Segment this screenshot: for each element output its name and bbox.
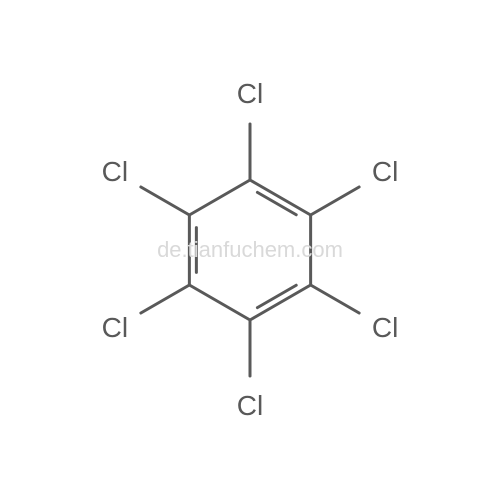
atom-label-cl: Cl <box>237 78 263 110</box>
structure-canvas: ClClClClClCl de.tianfuchem.com <box>0 0 500 500</box>
structure-svg <box>0 0 500 500</box>
atom-label-cl: Cl <box>372 156 398 188</box>
atom-label-cl: Cl <box>102 156 128 188</box>
atom-label-cl: Cl <box>372 312 398 344</box>
atom-label-cl: Cl <box>102 312 128 344</box>
atom-label-cl: Cl <box>237 390 263 422</box>
